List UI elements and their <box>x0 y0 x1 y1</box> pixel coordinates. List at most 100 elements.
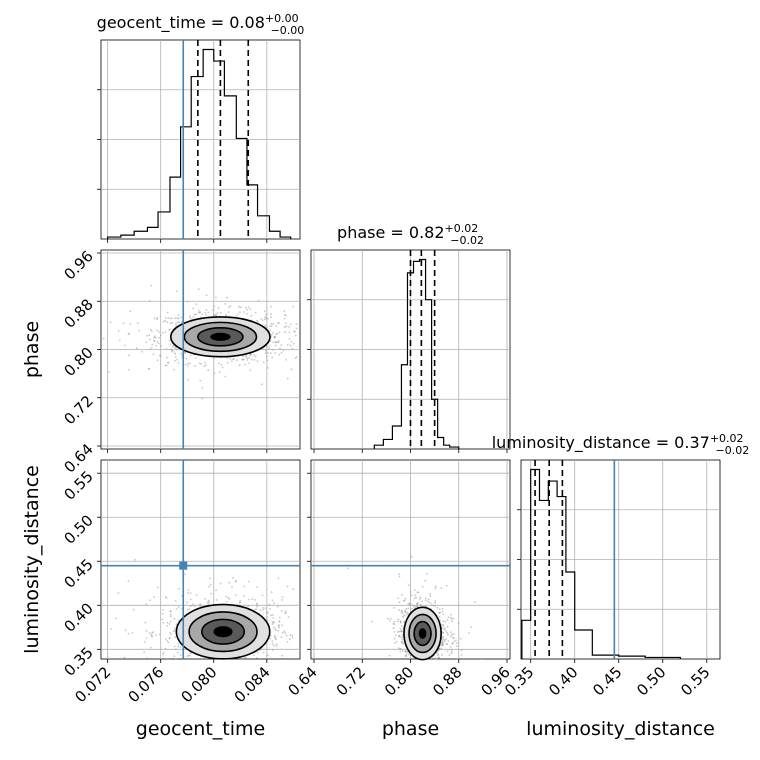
sample-point <box>450 649 453 651</box>
sample-point <box>434 601 436 604</box>
sample-point <box>218 371 221 374</box>
sample-point <box>434 585 437 588</box>
sample-point <box>145 603 148 605</box>
sample-point <box>127 333 130 335</box>
sample-point <box>132 608 135 611</box>
sample-point <box>452 633 455 635</box>
sample-point <box>273 644 275 647</box>
sample-point <box>229 357 232 360</box>
sample-point <box>150 346 153 349</box>
sample-point <box>283 310 286 312</box>
sample-point <box>406 611 409 614</box>
sample-point <box>457 622 460 625</box>
sample-point <box>201 386 204 389</box>
contour-level <box>210 332 231 341</box>
sample-point <box>228 306 231 309</box>
phase-histogram-bars <box>373 258 460 449</box>
sample-point <box>398 630 400 633</box>
sample-point <box>393 631 396 633</box>
sample-point <box>448 654 451 656</box>
sample-point <box>149 348 152 351</box>
sample-point <box>401 650 404 653</box>
sample-point <box>402 615 405 618</box>
sample-point <box>156 329 158 332</box>
sample-point <box>176 651 179 654</box>
sample-point <box>109 321 112 324</box>
sample-point <box>388 654 391 657</box>
sample-point <box>455 645 458 648</box>
sample-point <box>394 642 396 645</box>
sample-point <box>404 609 407 612</box>
sample-point <box>442 613 445 616</box>
sample-point <box>401 594 403 596</box>
sample-point <box>288 331 291 334</box>
sample-point <box>218 362 221 365</box>
sample-point <box>245 356 248 358</box>
sample-point <box>181 354 183 357</box>
sample-point <box>192 316 195 318</box>
phase-title: phase = 0.82+0.02 −0.02 <box>337 222 484 247</box>
sample-point <box>429 595 432 597</box>
sample-point <box>169 620 172 623</box>
sample-point <box>246 357 249 360</box>
sample-point <box>275 325 278 327</box>
contour-level <box>213 626 233 638</box>
y-tick-label: 0.72 <box>60 392 96 428</box>
grid-lines <box>101 40 300 239</box>
sample-point <box>194 357 197 359</box>
sample-point <box>294 334 297 337</box>
sample-point <box>450 613 453 616</box>
sample-point <box>264 607 267 609</box>
sample-point <box>275 645 278 647</box>
sample-point <box>264 352 267 355</box>
sample-point <box>413 597 416 600</box>
sample-point <box>200 605 202 608</box>
sample-point <box>171 346 174 348</box>
sample-point <box>161 618 164 621</box>
sample-point <box>474 601 476 604</box>
sample-point <box>159 354 162 357</box>
sample-point <box>213 357 215 360</box>
sample-point <box>264 349 267 352</box>
sample-point <box>174 636 177 639</box>
sample-point <box>146 334 149 337</box>
sample-point <box>164 317 167 319</box>
sample-point <box>270 614 273 617</box>
sample-point <box>122 322 125 325</box>
sample-point <box>169 615 172 618</box>
sample-point <box>189 592 192 594</box>
sample-point <box>434 604 437 607</box>
sample-point <box>167 641 170 644</box>
sample-point <box>228 598 231 600</box>
sample-point <box>184 363 187 366</box>
sample-point <box>287 616 290 618</box>
sample-point <box>441 623 444 626</box>
sample-point <box>208 585 210 588</box>
sample-point <box>292 588 295 591</box>
sample-point <box>430 603 433 606</box>
sample-point <box>439 619 442 622</box>
y-tick-label: 0.45 <box>60 555 96 591</box>
sample-point <box>174 346 176 349</box>
sample-point <box>156 586 159 589</box>
sample-point <box>134 558 136 561</box>
sample-point <box>292 342 295 345</box>
sample-point <box>246 312 248 315</box>
sample-point <box>438 615 441 618</box>
sample-point <box>170 633 173 636</box>
sample-point <box>261 383 263 386</box>
sample-point <box>256 651 259 654</box>
sample-point <box>399 619 402 622</box>
x-tick-label: 0.55 <box>677 663 713 699</box>
sample-point <box>166 640 169 642</box>
sample-point <box>288 638 291 640</box>
sample-point <box>179 646 182 648</box>
sample-point <box>295 327 298 330</box>
sample-point <box>447 640 450 642</box>
sample-point <box>177 314 180 316</box>
sample-point <box>187 378 189 381</box>
y-tick-label: 0.40 <box>60 599 96 635</box>
sample-point <box>441 644 444 647</box>
sample-point <box>274 341 277 344</box>
sample-point <box>131 632 134 634</box>
